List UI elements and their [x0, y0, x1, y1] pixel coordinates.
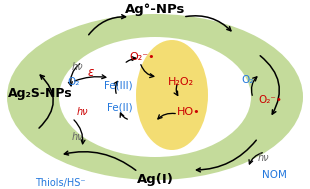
Text: Ag₂S-NPs: Ag₂S-NPs [8, 88, 73, 101]
Text: H₂O₂: H₂O₂ [168, 77, 194, 87]
Text: O₂⁻•: O₂⁻• [129, 52, 155, 62]
Text: HO•: HO• [177, 107, 201, 117]
Ellipse shape [7, 14, 303, 180]
Text: hν: hν [71, 62, 83, 72]
Text: O₂: O₂ [68, 77, 80, 87]
Text: Fe(III): Fe(III) [104, 80, 132, 90]
Ellipse shape [59, 37, 251, 157]
Text: O₂: O₂ [242, 75, 254, 85]
Text: Ag(I): Ag(I) [137, 174, 173, 187]
Text: Ag°-NPs: Ag°-NPs [125, 4, 185, 16]
Text: ε: ε [88, 66, 94, 78]
Text: O₂⁻•: O₂⁻• [258, 95, 282, 105]
Ellipse shape [136, 40, 208, 150]
Text: Thiols/HS⁻: Thiols/HS⁻ [35, 178, 85, 188]
Text: hν: hν [257, 153, 269, 163]
Text: hν: hν [76, 107, 88, 117]
Text: Fe(II): Fe(II) [107, 103, 133, 113]
Text: NOM: NOM [262, 170, 286, 180]
Text: hν: hν [71, 132, 83, 142]
